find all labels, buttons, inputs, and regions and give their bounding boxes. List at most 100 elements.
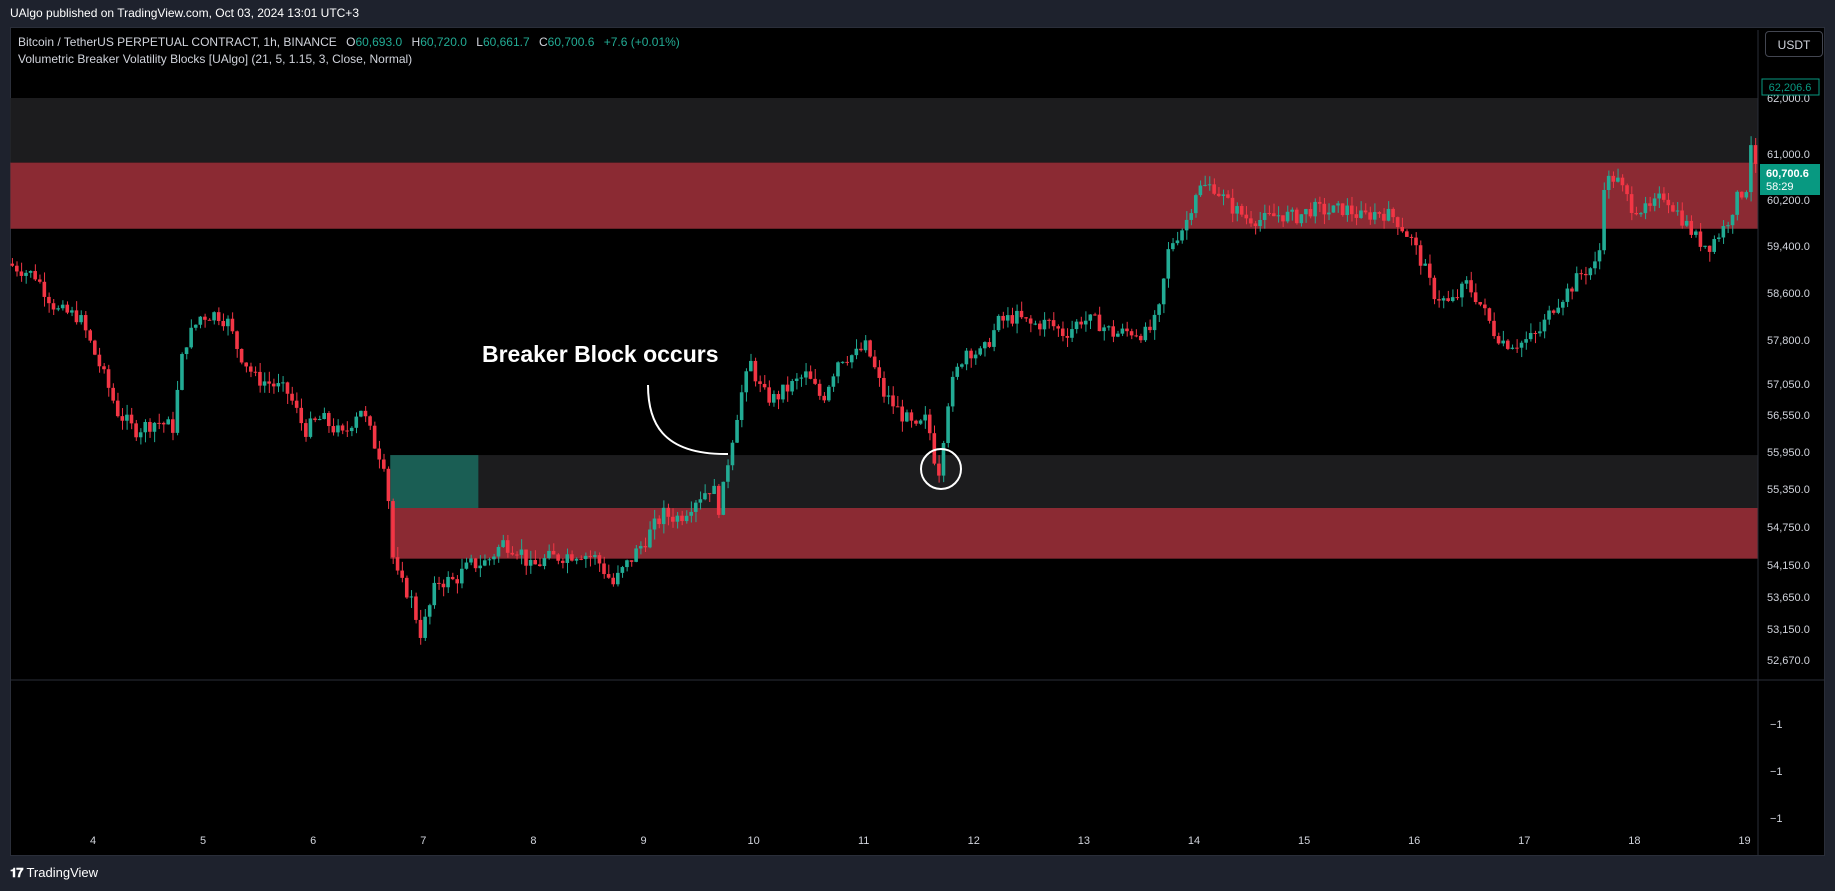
candle-body-232 (1074, 321, 1079, 330)
open-label: O (346, 35, 356, 49)
candle-body-380 (1753, 145, 1758, 164)
candle-body-127 (593, 555, 597, 557)
time-axis[interactable]: 4 5 6 7 8 9 10 11 12 13 14 15 16 17 18 19 (90, 835, 1751, 847)
candle-body-79 (372, 425, 377, 449)
candle-body-14 (74, 310, 79, 323)
open-value: 60,693.0 (355, 35, 403, 49)
candle-body-96 (450, 576, 455, 580)
indicator-row[interactable]: Volumetric Breaker Volatility Blocks [UA… (18, 52, 413, 66)
candle-body-260 (1203, 184, 1207, 186)
candle-body-99 (464, 562, 469, 569)
candle-body-279 (1290, 209, 1294, 212)
candle-body-83 (391, 501, 395, 558)
candle-body-31 (152, 422, 157, 432)
candle-body-119 (556, 554, 560, 561)
candlestick-series (10, 136, 1758, 645)
candle-body-373 (1721, 226, 1726, 238)
candle-body-104 (487, 559, 492, 561)
candle-body-72 (340, 425, 345, 431)
candle-body-323 (1492, 320, 1496, 337)
candle-body-289 (1336, 203, 1340, 206)
candle-body-265 (1226, 194, 1230, 198)
candle-body-189 (877, 367, 882, 378)
candle-body-286 (1322, 203, 1327, 215)
candle-body-296 (1368, 212, 1372, 220)
symbol-row: Bitcoin / TetherUS PERPETUAL CONTRACT, 1… (18, 34, 680, 51)
bullish-block-0 (390, 455, 479, 508)
candle-body-54 (258, 371, 262, 386)
candle-body-185 (859, 348, 863, 351)
candle-body-86 (404, 577, 409, 598)
candle-body-15 (79, 315, 83, 323)
candle-body-80 (377, 448, 382, 460)
candle-body-159 (739, 392, 744, 420)
candle-body-254 (1175, 240, 1180, 244)
symbol-name[interactable]: Bitcoin / TetherUS PERPETUAL CONTRACT, 1… (18, 35, 337, 49)
candle-body-167 (776, 394, 781, 400)
candle-body-93 (437, 582, 441, 584)
price-tick-label: 53,650.0 (1767, 592, 1810, 604)
candle-body-266 (1230, 197, 1235, 214)
candle-body-136 (634, 548, 638, 562)
candle-body-213 (987, 342, 992, 347)
candle-body-378 (1744, 192, 1749, 198)
time-tick-label: 8 (530, 835, 536, 847)
candle-body-8 (47, 296, 51, 304)
candle-body-169 (785, 384, 790, 392)
candle-body-184 (854, 348, 859, 356)
candle-body-379 (1749, 145, 1753, 193)
candle-body-126 (588, 555, 593, 557)
candle-body-277 (1281, 215, 1285, 222)
countdown-label: 58:29 (1766, 181, 1794, 193)
candle-body-202 (937, 463, 941, 476)
candle-body-87 (409, 596, 414, 598)
candle-body-203 (941, 443, 946, 476)
time-tick-label: 18 (1628, 835, 1640, 847)
candle-body-214 (992, 330, 996, 347)
candle-body-337 (1556, 307, 1561, 313)
candle-body-192 (891, 395, 895, 407)
price-tick-label: 54,150.0 (1767, 560, 1810, 572)
candle-body-114 (533, 560, 537, 565)
candle-body-41 (198, 316, 203, 325)
candle-body-205 (950, 376, 955, 407)
candle-body-195 (904, 412, 909, 422)
candle-body-238 (1102, 327, 1106, 332)
candle-body-59 (281, 382, 285, 384)
candle-body-335 (1547, 310, 1551, 320)
candle-body-105 (492, 556, 496, 560)
candle-body-262 (1212, 184, 1216, 194)
candle-body-251 (1161, 278, 1166, 305)
candle-body-217 (1005, 315, 1010, 321)
candle-body-204 (946, 406, 950, 444)
footer: 𝟏𝟕 TradingView (10, 862, 98, 884)
currency-button[interactable]: USDT (1765, 31, 1823, 57)
candle-body-53 (253, 371, 258, 373)
candle-body-177 (822, 395, 827, 401)
candle-body-344 (1588, 268, 1593, 276)
candle-body-303 (1400, 226, 1405, 232)
candle-body-239 (1106, 326, 1111, 328)
candle-body-312 (1441, 298, 1446, 301)
candle-body-370 (1707, 245, 1712, 252)
candle-body-259 (1198, 185, 1203, 196)
candle-body-258 (1194, 195, 1198, 214)
candle-body-175 (813, 378, 817, 384)
candle-body-230 (1065, 335, 1070, 338)
candle-body-164 (762, 383, 767, 388)
candle-body-321 (1483, 304, 1487, 309)
price-axis[interactable]: 62,000.0 61,000.0 60,200.0 59,400.0 58,600.0… (1767, 93, 1810, 667)
candle-body-102 (478, 565, 482, 569)
candle-body-285 (1317, 201, 1322, 204)
candle-body-166 (771, 394, 776, 403)
candle-body-116 (542, 558, 547, 567)
candle-body-183 (849, 355, 854, 363)
candle-body-295 (1363, 210, 1368, 213)
candle-body-216 (1001, 315, 1005, 321)
candle-body-12 (65, 304, 70, 313)
candle-body-218 (1010, 315, 1015, 324)
tradingview-logo-icon: 𝟏𝟕 (10, 865, 24, 880)
candle-body-75 (354, 416, 359, 428)
price-tick-label: 55,950.0 (1767, 447, 1810, 459)
